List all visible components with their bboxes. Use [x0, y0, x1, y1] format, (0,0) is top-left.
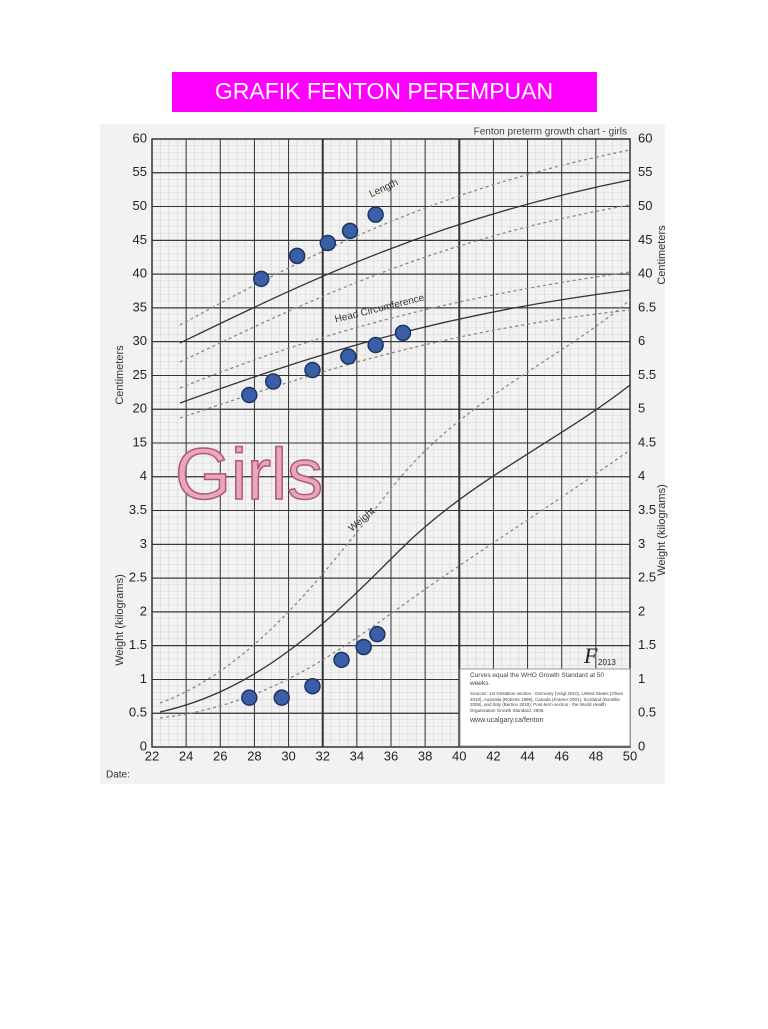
y-tick-label: 3.5	[638, 502, 656, 517]
x-tick-label: 26	[213, 748, 227, 763]
x-tick-label: 48	[589, 748, 603, 763]
y-tick-label: 15	[133, 434, 147, 449]
y-tick-label: 6.5	[638, 299, 656, 314]
y-tick-label: 45	[638, 232, 652, 247]
head-curve	[179, 309, 631, 419]
x-tick-label: 44	[520, 748, 534, 763]
y-tick-label: 2	[638, 603, 645, 618]
measurement-point	[241, 386, 258, 404]
measurement-point	[273, 689, 290, 706]
info-box	[459, 668, 631, 747]
axis-title: Centimeters	[114, 345, 126, 405]
note: Curves equal the WHO Growth Standard at …	[470, 672, 605, 687]
y-tick-label: 35	[133, 299, 147, 314]
y-tick-label: 3	[638, 536, 645, 551]
y-tick-label: 1.5	[129, 637, 147, 652]
measurement-point	[367, 336, 384, 354]
note: www.ucalgary.ca/fenton	[470, 717, 544, 724]
measurement-point	[304, 361, 321, 379]
measurement-point	[253, 270, 270, 288]
axis-title: Weight (kilograms)	[114, 574, 126, 666]
x-tick-label: 40	[452, 748, 466, 763]
y-tick-label: 5.5	[638, 367, 656, 382]
x-tick-label: 32	[315, 748, 329, 763]
marks	[241, 206, 412, 706]
x-tick-label: 28	[247, 748, 261, 763]
x-tick-label: 34	[350, 748, 364, 763]
measurement-point	[341, 222, 359, 240]
measurement-point	[394, 324, 412, 342]
girls-label: Girls	[175, 435, 323, 515]
measurement-point	[369, 625, 386, 643]
info-content: Curves equal the WHO Growth Standard at …	[470, 672, 626, 724]
logo-year: 2013	[598, 658, 616, 667]
y-tick-label: 55	[133, 164, 147, 179]
y-tick-label: 40	[638, 266, 652, 281]
measurement-point	[340, 348, 357, 365]
axis-title: Centimeters	[656, 225, 668, 285]
page-title: GRAFIK FENTON PEREMPUAN	[215, 78, 553, 104]
y-tick-label: 60	[133, 130, 147, 145]
length-curve	[179, 149, 631, 326]
y-tick-label: 6	[638, 333, 645, 348]
reference-curves	[159, 149, 631, 719]
note: Sources: 1st Gestation section - Germany…	[470, 691, 624, 713]
y-tick-label: 55	[638, 164, 652, 179]
x-tick-label: 46	[554, 748, 568, 763]
x-tick-label: 50	[623, 748, 637, 763]
y-tick-label: 50	[638, 198, 652, 213]
measurement-point	[304, 677, 321, 695]
x-tick-label: 22	[145, 748, 159, 763]
y-tick-label: 0	[638, 738, 645, 753]
axis-title: Weight (kilograms)	[656, 484, 668, 576]
x-tick-label: 36	[384, 748, 398, 763]
x-tick-label: 42	[486, 748, 500, 763]
x-tick-label: 38	[418, 748, 432, 763]
y-tick-label: 0	[140, 738, 147, 753]
info-text: Curves equal the WHO Growth Standard at …	[470, 672, 626, 724]
y-tick-label: 40	[133, 266, 147, 281]
y-tick-label: 2.5	[638, 570, 656, 585]
weight-curve	[159, 384, 631, 713]
weight-curve	[159, 449, 631, 719]
y-tick-label: 45	[133, 232, 147, 247]
y-tick-label: 3.5	[129, 502, 147, 517]
measurement-point	[333, 651, 350, 669]
y-tick-label: 1	[140, 671, 147, 686]
measurement-point	[241, 689, 258, 706]
measurement-point	[367, 206, 384, 223]
y-tick-label: 0.5	[129, 705, 147, 720]
y-tick-label: 4	[638, 468, 645, 483]
measurement-point	[264, 373, 282, 390]
title-band	[172, 72, 597, 112]
y-tick-label: 50	[133, 198, 147, 213]
head-curve	[179, 271, 631, 389]
y-tick-label: 20	[133, 401, 147, 416]
y-tick-label: 5	[638, 401, 645, 416]
measurement-point	[355, 638, 372, 656]
y-tick-label: 0.5	[638, 705, 656, 720]
date-label: Date:	[106, 770, 130, 781]
y-tick-label: 1.5	[638, 637, 656, 652]
length-curve	[179, 179, 631, 344]
measurement-point	[319, 234, 337, 252]
y-tick-label: 60	[638, 130, 652, 145]
y-tick-label: 2.5	[129, 570, 147, 585]
y-tick-label: 4	[140, 468, 147, 483]
length-curve	[179, 204, 631, 363]
y-tick-label: 3	[140, 536, 147, 551]
y-tick-label: 2	[140, 603, 147, 618]
y-tick-label: 25	[133, 367, 147, 382]
y-tick-label: 1	[638, 671, 645, 686]
chart-title: Fenton preterm growth chart - girls	[474, 127, 627, 138]
measurement-point	[288, 247, 306, 265]
weight-curve	[159, 299, 631, 704]
y-tick-label: 4.5	[638, 434, 656, 449]
x-tick-label: 24	[179, 748, 193, 763]
y-tick-label: 30	[133, 333, 147, 348]
x-tick-label: 30	[281, 748, 295, 763]
logo: F	[583, 643, 598, 668]
